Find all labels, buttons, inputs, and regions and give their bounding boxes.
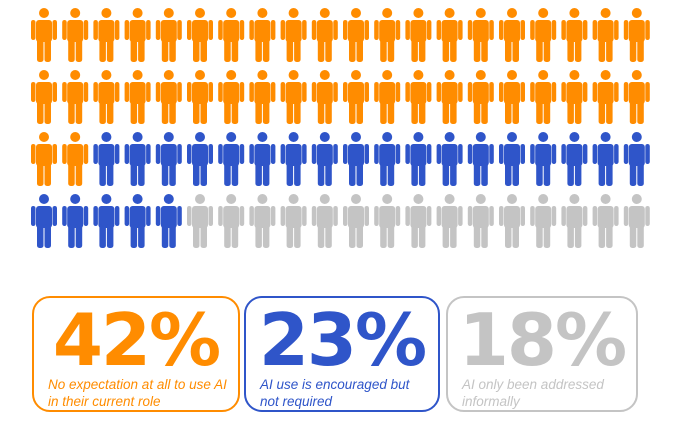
person-icon [499, 70, 525, 124]
person-icon [530, 132, 557, 186]
stat-card-informal: 18% AI only been addressed informally [446, 296, 638, 412]
person-icon [405, 70, 432, 124]
person-icon [311, 132, 338, 186]
person-icon [530, 70, 557, 124]
person-icon [530, 8, 557, 62]
person-icon [436, 70, 463, 124]
person-icon [218, 70, 245, 124]
stat-description: No expectation at all to use AI in their… [48, 377, 227, 409]
person-icon [374, 70, 401, 124]
person-icon [187, 8, 213, 62]
person-icon [405, 8, 432, 62]
person-icon [93, 194, 120, 248]
person-icon [561, 194, 588, 248]
person-icon [124, 8, 151, 62]
person-icon [436, 194, 463, 248]
stat-percent: 18% [458, 298, 627, 382]
person-icon [218, 132, 245, 186]
person-icon [249, 8, 276, 62]
person-icon [124, 70, 151, 124]
person-icon [561, 8, 588, 62]
stat-description: AI use is encouraged but not required [260, 377, 410, 409]
person-icon [374, 194, 401, 248]
person-icon [343, 194, 369, 248]
person-icon [62, 194, 89, 248]
stat-percent: 42% [52, 298, 221, 382]
person-icon [343, 8, 369, 62]
person-icon [155, 132, 182, 186]
stat-percent: 23% [258, 298, 427, 382]
person-icon [467, 194, 494, 248]
person-icon [343, 132, 369, 186]
person-icon [623, 194, 650, 248]
person-icon [436, 8, 463, 62]
person-icon [311, 194, 338, 248]
person-icon [93, 8, 120, 62]
person-icon [280, 8, 307, 62]
person-icon [155, 8, 182, 62]
person-icon [311, 8, 338, 62]
person-icon [405, 132, 432, 186]
person-icon [592, 70, 619, 124]
person-icon [530, 194, 557, 248]
person-icon [405, 194, 432, 248]
person-icon [62, 132, 89, 186]
person-icon [155, 70, 182, 124]
person-icon [374, 132, 401, 186]
person-icon [249, 132, 276, 186]
person-icon [623, 8, 650, 62]
person-icon [592, 194, 619, 248]
person-icon [592, 8, 619, 62]
person-icon [218, 8, 245, 62]
person-icon [436, 132, 463, 186]
pictograph-grid [31, 8, 650, 248]
person-icon [467, 132, 494, 186]
person-icon [187, 70, 213, 124]
person-icon [280, 132, 307, 186]
person-icon [623, 132, 650, 186]
person-icon [280, 70, 307, 124]
person-icon [311, 70, 338, 124]
person-icon [62, 70, 89, 124]
person-icon [592, 132, 619, 186]
person-icon [499, 194, 525, 248]
person-icon [623, 70, 650, 124]
person-icon [467, 70, 494, 124]
person-icon [280, 194, 307, 248]
person-icon [499, 132, 525, 186]
person-icon [124, 132, 151, 186]
person-icon [467, 8, 494, 62]
person-icon [124, 194, 151, 248]
person-icon [561, 132, 588, 186]
person-icon [155, 194, 182, 248]
stat-card-no-expectation: 42% No expectation at all to use AI in t… [32, 296, 240, 412]
person-icon [31, 194, 57, 248]
person-icon [31, 70, 57, 124]
person-icon [561, 70, 588, 124]
person-icon [187, 132, 213, 186]
person-icon [249, 70, 276, 124]
person-icon [31, 8, 57, 62]
person-icon [218, 194, 245, 248]
person-icon [343, 70, 369, 124]
person-icon [187, 194, 213, 248]
stat-description: AI only been addressed informally [462, 377, 604, 409]
person-icon [374, 8, 401, 62]
person-icon [62, 8, 89, 62]
stat-card-encouraged: 23% AI use is encouraged but not require… [244, 296, 440, 412]
person-icon [93, 132, 120, 186]
person-icon [31, 132, 57, 186]
person-icon [93, 70, 120, 124]
person-icon [249, 194, 276, 248]
person-icon [499, 8, 525, 62]
